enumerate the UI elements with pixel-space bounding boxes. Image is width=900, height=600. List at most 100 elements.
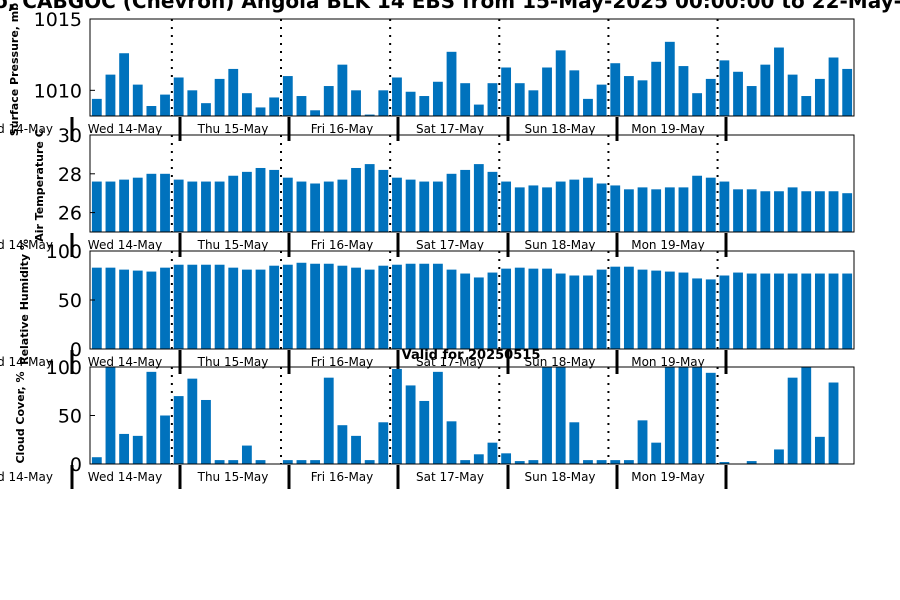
bar <box>542 367 552 464</box>
bar <box>583 275 593 349</box>
x-tick-label: Fri 16-May <box>311 122 374 136</box>
bar <box>187 264 198 349</box>
bar <box>119 53 130 116</box>
bar <box>528 460 539 464</box>
bar <box>487 171 498 232</box>
bar <box>323 181 334 232</box>
bar <box>596 269 607 349</box>
x-tick-label: d 14-May <box>0 355 53 369</box>
bar <box>310 263 321 349</box>
bar <box>760 273 771 349</box>
bar <box>746 273 757 349</box>
x-tick-label: Mon 19-May <box>631 122 705 136</box>
bar <box>746 461 757 464</box>
bar <box>705 372 716 464</box>
bar <box>473 277 484 349</box>
bar <box>446 173 457 232</box>
bar <box>501 453 512 464</box>
bar <box>623 189 634 232</box>
bar <box>678 272 689 349</box>
bar <box>337 64 348 116</box>
bar <box>569 179 580 232</box>
bar <box>269 169 280 232</box>
bar <box>828 382 839 464</box>
bar <box>528 185 539 232</box>
bar <box>173 179 184 232</box>
panel-1: 1010 1015 Surface Pressure, mbd 14-May Wed … <box>0 3 855 141</box>
bar <box>828 191 839 232</box>
bar <box>569 422 580 464</box>
x-tick-label: Thu 15-May <box>197 238 269 252</box>
bar <box>378 169 389 232</box>
bar <box>132 435 143 464</box>
bar <box>323 86 334 116</box>
bar <box>801 96 812 116</box>
bar <box>119 433 130 464</box>
y-tick-label: 50 <box>58 290 82 312</box>
x-tick-label: Mon 19-May <box>631 355 705 369</box>
bar <box>146 106 157 116</box>
bar <box>733 272 743 349</box>
y-axis-label: Cloud Cover, % <box>14 371 27 463</box>
bar <box>214 264 225 349</box>
bar <box>719 60 730 116</box>
bar <box>828 273 839 349</box>
bar <box>569 70 580 116</box>
bar <box>664 41 675 116</box>
bar <box>241 171 252 232</box>
bar <box>651 442 662 464</box>
y-tick-label: 30 <box>58 125 82 147</box>
bar <box>801 367 812 464</box>
bar <box>323 263 334 349</box>
bar <box>228 267 239 349</box>
x-tick-label: d 14-May <box>0 238 53 252</box>
bar <box>364 269 375 349</box>
bar <box>678 66 689 116</box>
y-tick-label: 50 <box>58 406 82 428</box>
bar <box>146 173 157 232</box>
bar <box>228 68 239 116</box>
x-tick-label: Wed 14-May <box>88 355 162 369</box>
bar <box>105 367 116 464</box>
x-tick-label: Sat 17-May <box>416 238 484 252</box>
bar <box>528 90 539 116</box>
x-tick-label: Thu 15-May <box>197 122 269 136</box>
bar <box>814 191 825 232</box>
bar <box>119 269 130 349</box>
bar <box>310 460 321 464</box>
bar <box>719 275 730 349</box>
x-tick-label: Thu 15-May <box>197 355 269 369</box>
bar <box>460 460 471 464</box>
bar <box>201 264 211 349</box>
x-tick-label: Sun 18-May <box>524 355 595 369</box>
bar <box>555 273 566 349</box>
bar <box>473 164 484 232</box>
bar <box>419 263 430 349</box>
bar <box>187 181 198 232</box>
axes-frame <box>89 18 855 117</box>
x-tick-label: Sun 18-May <box>524 470 595 484</box>
bar <box>774 449 784 464</box>
bar <box>623 76 634 116</box>
bar <box>364 164 375 232</box>
bar <box>405 91 416 116</box>
bar <box>241 269 252 349</box>
bar <box>596 183 607 232</box>
bar <box>610 63 621 116</box>
x-tick-label: Sun 18-May <box>524 238 595 252</box>
bar <box>610 266 621 349</box>
bar <box>501 67 512 116</box>
bar <box>282 177 293 232</box>
bar <box>405 263 416 349</box>
bar <box>228 175 239 232</box>
bar <box>378 265 389 349</box>
bar <box>692 175 703 232</box>
bar <box>542 268 552 349</box>
bar <box>351 90 361 116</box>
bar <box>282 460 293 464</box>
bar <box>514 187 525 232</box>
bar <box>310 183 321 232</box>
bar <box>132 84 143 116</box>
bar <box>637 269 648 349</box>
